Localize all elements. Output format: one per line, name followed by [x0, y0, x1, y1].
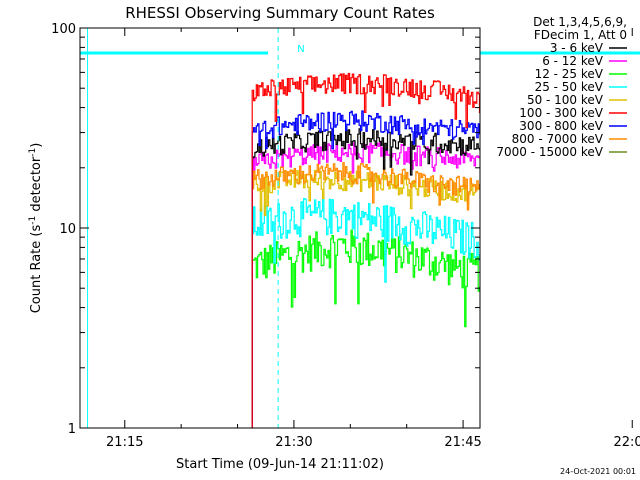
- x-tick-label: 21:15: [106, 435, 143, 450]
- y-tick-label: 10: [59, 222, 76, 237]
- x-tick-label: 22:00: [614, 435, 640, 450]
- series-line-300-800-kev: [251, 110, 480, 428]
- series-line-12-25-kev: [251, 229, 480, 428]
- legend-label: 50 - 100 keV: [527, 93, 604, 107]
- x-tick-label: 21:45: [444, 435, 481, 450]
- legend-label: 12 - 25 keV: [535, 67, 604, 81]
- series-line-25-50-kev: [251, 198, 480, 428]
- legend-label: 3 - 6 keV: [550, 41, 604, 55]
- legend-label: 300 - 800 keV: [519, 119, 603, 133]
- legend-header-fdecim: FDecim 1, Att 0: [534, 28, 627, 42]
- y-axis: 1 10 100: [51, 22, 480, 437]
- y-tick-label: 1: [68, 422, 76, 437]
- legend: Det 1,3,4,5,6,9, FDecim 1, Att 0 3 - 6 k…: [496, 15, 627, 159]
- y-tick-label: 100: [51, 22, 76, 37]
- legend-header-detectors: Det 1,3,4,5,6,9,: [533, 15, 627, 29]
- series-line-800-7000-kev: [251, 162, 480, 428]
- data-layer: [251, 72, 480, 428]
- legend-label: 800 - 7000 keV: [512, 132, 604, 146]
- x-tick-label: 21:30: [275, 435, 312, 450]
- legend-label: 25 - 50 keV: [535, 80, 604, 94]
- legend-label: 7000 - 15000 keV: [496, 145, 603, 159]
- legend-label: 6 - 12 keV: [542, 54, 604, 68]
- series-line-100-300-kev: [251, 72, 480, 428]
- series-line-50-100-kev: [251, 169, 480, 428]
- night-marker-label: N: [297, 44, 304, 55]
- x-axis-label: Start Time (09-Jun-14 21:11:02): [176, 457, 384, 472]
- y-axis-label: Count Rate (s-1 detector-1): [28, 143, 44, 314]
- legend-label: 100 - 300 keV: [519, 106, 603, 120]
- series-line-3-6-kev: [251, 128, 480, 428]
- chart-title: RHESSI Observing Summary Count Rates: [125, 4, 435, 22]
- generation-timestamp: 24-Oct-2021 00:01: [560, 467, 636, 476]
- series-line-6-12-kev: [251, 141, 480, 428]
